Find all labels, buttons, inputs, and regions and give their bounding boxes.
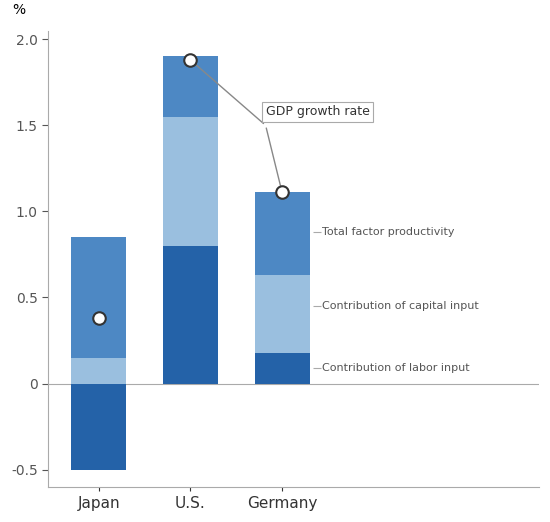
Bar <box>255 193 310 275</box>
Y-axis label: %: % <box>12 3 25 17</box>
Text: GDP growth rate: GDP growth rate <box>266 105 370 118</box>
Bar <box>71 237 126 358</box>
Bar <box>255 275 310 352</box>
Text: Contribution of capital input: Contribution of capital input <box>322 301 479 311</box>
Bar <box>255 352 310 384</box>
Text: Total factor productivity: Total factor productivity <box>322 227 455 237</box>
Bar <box>71 384 126 470</box>
Bar <box>163 117 218 246</box>
Text: Contribution of labor input: Contribution of labor input <box>322 363 470 373</box>
Bar <box>71 358 126 384</box>
Bar <box>163 246 218 384</box>
Bar <box>163 56 218 117</box>
